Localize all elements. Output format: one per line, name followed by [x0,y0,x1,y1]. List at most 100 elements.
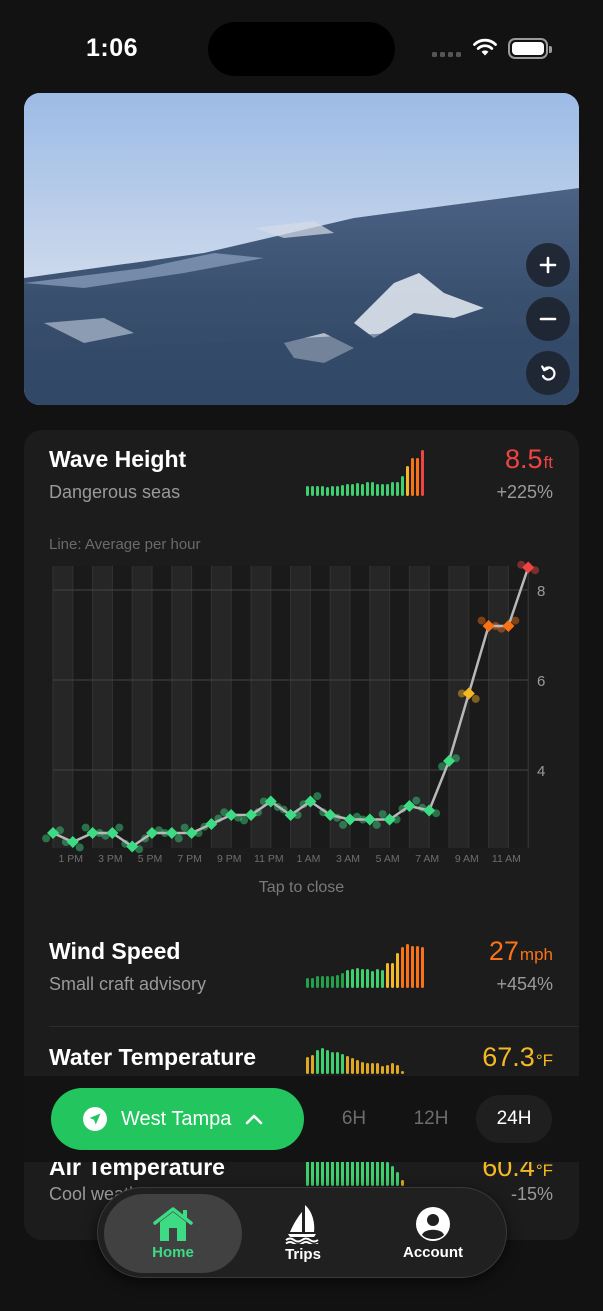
chart-data-point [502,620,515,632]
sparkline-bar [311,1160,314,1186]
sparkline-bar [401,1180,404,1186]
tab-trips[interactable]: Trips [234,1194,372,1273]
tab-home[interactable]: Home [104,1194,242,1273]
sparkline-bar [321,1160,324,1186]
chart-data-point [165,827,178,839]
metric-value: 67.3°F [482,1042,553,1072]
sparkline-bar [326,1160,329,1186]
sparkline-bar [306,978,309,988]
tab-label: Account [403,1244,463,1261]
sailboat-icon [285,1205,319,1244]
sparkline-bar [351,1160,354,1186]
sparkline-bar [326,976,329,988]
sparkline-bar [321,976,324,988]
sparkline-bar [371,971,374,988]
sparkline-bar [391,1166,394,1186]
zoom-out-button[interactable] [526,297,570,341]
sparkline-bar [341,1160,344,1186]
sparkline-bar [341,485,344,496]
chart-data-point [462,687,475,700]
minus-icon [539,317,557,321]
person-circle-icon [416,1207,450,1241]
sparkline-bar [331,976,334,988]
chart-data-point [344,813,356,826]
metric-title: Wind Speed [49,938,181,964]
location-name: West Tampa [121,1107,232,1130]
sparkline-bar [336,486,339,496]
location-selector-button[interactable]: West Tampa [51,1088,304,1150]
zoom-in-button[interactable] [526,243,570,287]
rotate-ccw-icon [541,365,556,381]
sparkline-bar [346,484,349,496]
sparkline-bar [351,1058,354,1074]
chart-data-point [47,827,59,839]
svg-text:1 AM: 1 AM [296,853,320,865]
sparkline-bar [356,1160,359,1186]
chart-data-point [383,813,396,826]
sparkline-bar [331,486,334,496]
sparkline-bar [411,946,414,988]
sparkline-bar [366,1063,369,1074]
tab-account[interactable]: Account [364,1194,502,1273]
svg-text:5 AM: 5 AM [376,853,400,865]
sparkline-bar [396,953,399,988]
chart-data-point [403,800,416,812]
sparkline-bar [381,1160,384,1186]
chart-data-point [66,836,79,848]
metric-wind-speed[interactable]: Wind Speed Small craft advisory 27mph +4… [24,922,579,1002]
sparkline-bar [341,1054,344,1074]
sparkline-bar [321,486,324,496]
sparkline-bar [406,944,409,988]
reset-view-button[interactable] [526,351,570,395]
metrics-panel: Wave Height Dangerous seas 8.5ft +225% L… [24,430,579,1240]
svg-text:4: 4 [537,763,545,780]
sparkline-bar [346,970,349,988]
sparkline-bar [396,1065,399,1074]
svg-text:9 AM: 9 AM [455,853,479,865]
sparkline-bar [361,484,364,496]
wave-height-chart[interactable]: 4 6 8 1 PM 3 PM 5 PM 7 PM 9 PM 11 PM 1 AM 3 AM 5 AM… [24,558,579,868]
sparkline-bar [311,486,314,496]
sparkline-bar [361,969,364,988]
wave-height-sparkline [306,450,424,496]
sparkline-bar [391,482,394,496]
chart-data-point [304,795,317,808]
chart-data-point [126,840,139,853]
sparkline-bar [381,1066,384,1074]
sparkline-bar [391,1063,394,1074]
metric-change: +225% [496,482,553,502]
sparkline-bar [411,458,414,496]
chart-data-point [264,795,277,808]
sparkline-bar [316,1050,319,1074]
metric-wave-height[interactable]: Wave Height Dangerous seas 8.5ft +225% [24,430,579,510]
sparkline-bar [416,946,419,988]
sparkline-bar [346,1160,349,1186]
divider [49,1026,579,1027]
cellular-signal-icon [432,52,461,57]
metric-water-temperature[interactable]: Water Temperature 67.3°F [24,1028,579,1108]
sparkline-bar [386,1065,389,1074]
air-temp-sparkline [306,1160,404,1186]
dynamic-island [208,22,395,76]
plus-icon [539,256,557,274]
metric-value: 8.5ft [505,444,553,474]
sparkline-bar [341,973,344,988]
svg-text:3 AM: 3 AM [336,853,360,865]
range-12h-button[interactable]: 12H [413,1108,449,1129]
metric-value: 27mph [488,936,553,966]
chart-data-point [284,809,297,821]
tap-to-close-button[interactable]: Tap to close [258,879,345,896]
svg-text:5 PM: 5 PM [138,853,163,865]
sparkline-bar [376,1063,379,1074]
sparkline-bar [366,482,369,496]
camera-feed[interactable] [24,93,579,405]
sparkline-bar [336,975,339,988]
metric-change: -15% [510,1184,553,1204]
range-24h-button[interactable]: 24H [476,1095,552,1143]
sparkline-bar [366,969,369,988]
range-6h-button[interactable]: 6H [341,1108,367,1129]
sparkline-bar [391,963,394,988]
sparkline-bar [401,947,404,988]
sparkline-bar [321,1048,324,1074]
sparkline-bar [421,450,424,496]
